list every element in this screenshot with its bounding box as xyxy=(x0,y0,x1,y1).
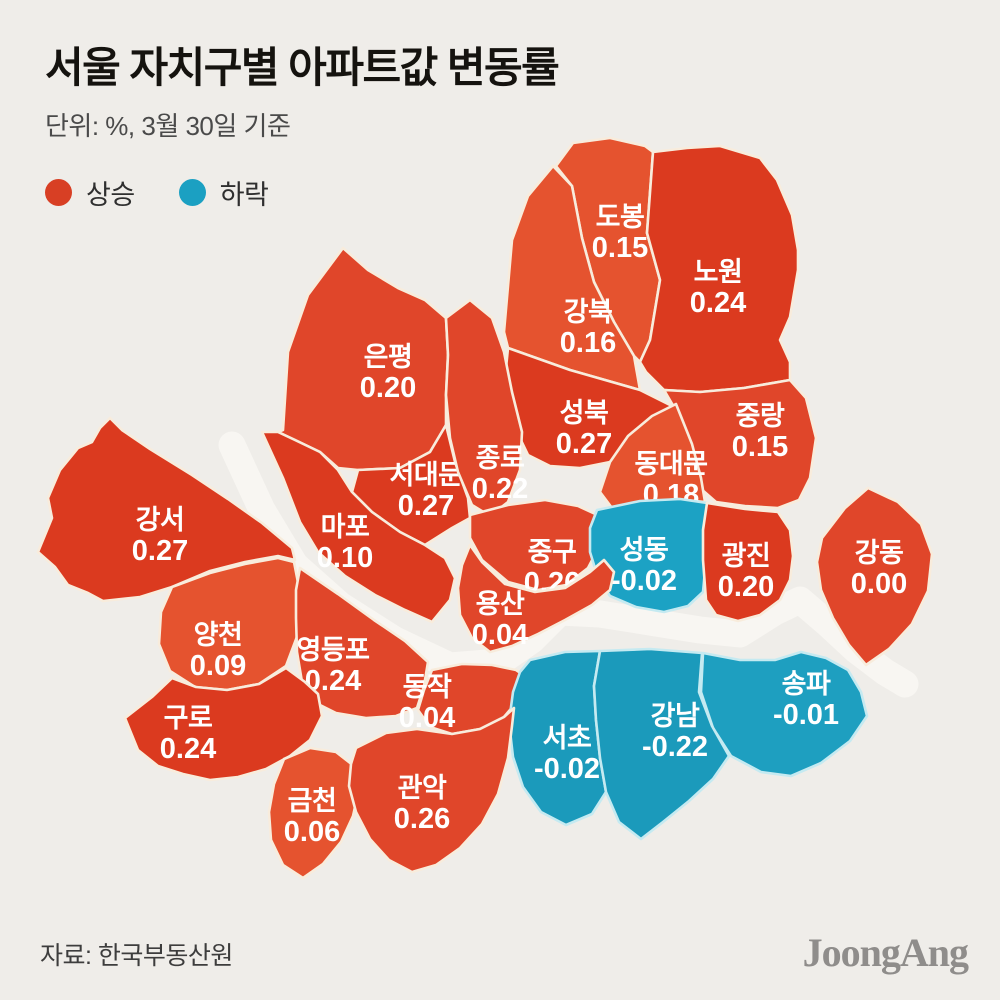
district-label-yongsan: 용산 xyxy=(476,589,525,619)
district-shape-seongdong xyxy=(588,497,709,614)
district-label-songpa: 송파 xyxy=(782,669,831,699)
district-jongno: 종로0.22 xyxy=(444,298,528,518)
district-value-guro: 0.24 xyxy=(160,733,216,765)
district-gwanak: 관악0.26 xyxy=(347,706,516,874)
district-value-seongdong: -0.02 xyxy=(611,565,677,597)
data-source: 자료: 한국부동산원 xyxy=(40,942,233,970)
fall-dot-icon xyxy=(178,179,206,207)
district-dongjak: 동작0.04 xyxy=(399,662,527,736)
district-label-mapo: 마포 xyxy=(321,512,370,542)
district-value-gangnam: -0.22 xyxy=(642,731,708,763)
district-value-jungnang: 0.15 xyxy=(732,431,788,463)
joongang-logo: JoongAng xyxy=(802,930,969,975)
legend-down-label: 하락 xyxy=(219,180,269,211)
district-label-gangnam: 강남 xyxy=(651,701,700,731)
district-label-gangseo: 강서 xyxy=(136,505,185,535)
district-shape-gangseo xyxy=(36,416,297,603)
district-value-mapo: 0.10 xyxy=(317,542,373,574)
district-value-songpa: -0.01 xyxy=(773,699,839,731)
district-mapo: 마포0.10 xyxy=(260,430,457,624)
rise-dot-icon xyxy=(45,179,72,207)
district-label-geumcheon: 금천 xyxy=(288,786,337,816)
district-label-gangdong: 강동 xyxy=(855,538,904,568)
district-label-dobong: 도봉 xyxy=(596,202,645,232)
district-value-gangbuk: 0.16 xyxy=(560,327,616,359)
district-value-gangdong: 0.00 xyxy=(851,568,907,600)
header: 서울 자치구별 아파트값 변동률 단위: %, 3월 30일 기준 상승 하락 xyxy=(45,44,560,212)
district-guro: 구로0.24 xyxy=(123,666,324,782)
district-gangnam: 강남-0.22 xyxy=(592,647,731,841)
district-seocho: 서초-0.02 xyxy=(507,649,608,827)
district-geumcheon: 금천0.06 xyxy=(267,746,361,880)
legend: 상승 하락 xyxy=(45,173,558,212)
district-label-gwangjin: 광진 xyxy=(722,541,771,571)
district-value-eunpyeong: 0.20 xyxy=(360,372,416,404)
district-value-gangseo: 0.27 xyxy=(132,535,188,567)
district-shape-gwanak xyxy=(347,706,516,874)
district-value-yangcheon: 0.09 xyxy=(190,650,246,682)
district-value-gwangjin: 0.20 xyxy=(718,571,774,603)
district-label-eunpyeong: 은평 xyxy=(364,342,413,372)
district-shape-geumcheon xyxy=(267,746,361,880)
district-seongdong: 성동-0.02 xyxy=(588,497,709,614)
district-value-dongjak: 0.04 xyxy=(399,702,455,734)
district-eunpyeong: 은평0.20 xyxy=(276,246,450,472)
district-shape-guro xyxy=(123,666,324,782)
district-value-geumcheon: 0.06 xyxy=(284,816,340,848)
district-gwangjin: 광진0.20 xyxy=(701,501,795,623)
district-label-yangcheon: 양천 xyxy=(194,620,243,650)
district-label-nowon: 노원 xyxy=(694,257,743,287)
district-gangseo: 강서0.27 xyxy=(36,416,297,603)
legend-item-up: 상승 xyxy=(45,173,135,212)
district-shape-mapo xyxy=(260,430,457,624)
district-value-seocho: -0.02 xyxy=(534,753,600,785)
district-label-dongdaemun: 동대문 xyxy=(634,449,707,479)
legend-item-down: 하락 xyxy=(178,173,269,212)
district-shape-nowon xyxy=(638,144,800,394)
district-yangcheon: 양천0.09 xyxy=(157,556,303,692)
district-value-jongno: 0.22 xyxy=(472,473,528,505)
district-value-gwanak: 0.26 xyxy=(394,803,450,835)
page-title: 서울 자치구별 아파트값 변동률 xyxy=(45,44,560,91)
district-shape-gangnam xyxy=(592,647,731,841)
district-shape-yongsan xyxy=(456,543,616,654)
district-label-seocho: 서초 xyxy=(543,723,592,753)
district-shape-yeongdeungpo xyxy=(294,566,430,720)
district-value-seongbuk: 0.27 xyxy=(556,428,612,460)
district-songpa: 송파-0.01 xyxy=(699,650,869,778)
district-shape-gwangjin xyxy=(701,501,795,623)
district-label-yeongdeungpo: 영등포 xyxy=(296,635,369,665)
district-label-gangbuk: 강북 xyxy=(564,297,613,327)
district-value-dobong: 0.15 xyxy=(592,232,648,264)
district-value-seodaemun: 0.27 xyxy=(398,490,454,522)
district-label-dongjak: 동작 xyxy=(403,672,452,702)
district-label-seongbuk: 성북 xyxy=(560,398,609,428)
district-label-seongdong: 성동 xyxy=(620,535,669,565)
legend-up-label: 상승 xyxy=(86,180,135,211)
district-label-jungnang: 중랑 xyxy=(736,401,785,431)
district-shape-jongno xyxy=(444,298,524,518)
district-label-guro: 구로 xyxy=(164,703,213,733)
district-yongsan: 용산0.04 xyxy=(456,543,616,654)
district-shape-yangcheon xyxy=(157,556,303,692)
unit-note: 단위: %, 3월 30일 기준 xyxy=(45,111,291,142)
district-value-nowon: 0.24 xyxy=(690,287,746,319)
district-gangdong: 강동0.00 xyxy=(815,486,934,667)
district-label-seodaemun: 서대문 xyxy=(389,460,462,490)
district-label-jongno: 종로 xyxy=(476,443,525,473)
district-label-gwanak: 관악 xyxy=(398,773,447,803)
district-value-yongsan: 0.04 xyxy=(472,619,528,651)
district-shape-gangdong xyxy=(815,486,934,667)
district-nowon: 노원0.24 xyxy=(638,144,800,394)
district-label-junggu: 중구 xyxy=(528,537,577,567)
